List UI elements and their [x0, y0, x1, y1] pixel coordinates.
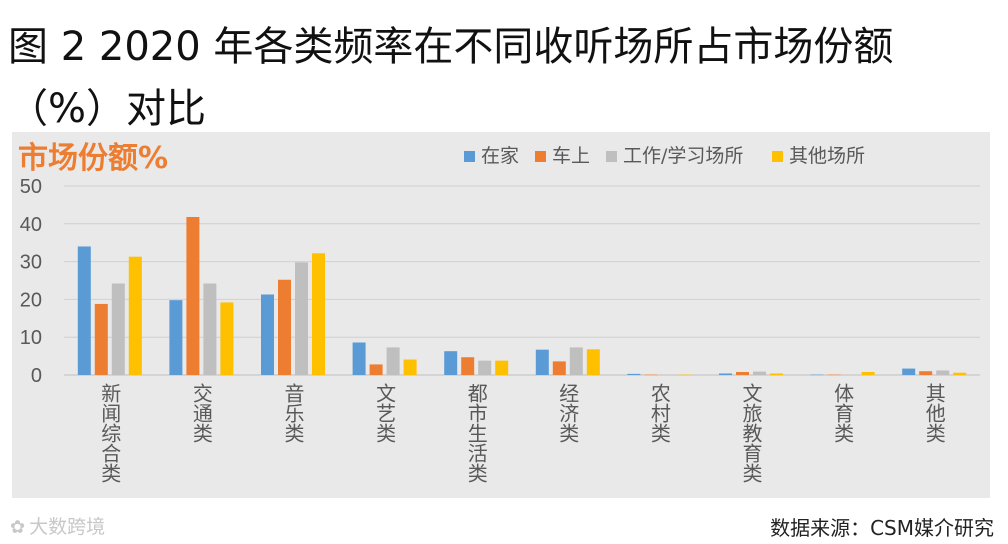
x-tick-label: 文旅教育类 — [739, 383, 763, 483]
bar — [111, 283, 125, 375]
chart-area: 0 10 20 30 40 50 市场份额% 在家 车上 工作/学习场所 其他场所新闻综合类 交通类 音… — [12, 132, 990, 498]
bar — [478, 360, 492, 375]
legend-label: 其他场所 — [789, 145, 865, 167]
x-tick-label: 音乐类 — [281, 383, 305, 443]
y-tick-label: 50 — [20, 176, 42, 198]
y-tick-label: 40 — [20, 214, 42, 236]
bar — [186, 216, 200, 375]
x-tick-label: 都市生活类 — [464, 383, 488, 483]
bar — [753, 371, 766, 375]
watermark: ✿ 大数跨境 — [10, 516, 106, 538]
bar — [461, 357, 475, 375]
bar — [444, 351, 458, 375]
bar — [403, 359, 417, 375]
x-tick-label: 农村类 — [647, 383, 671, 443]
bar — [278, 279, 291, 375]
bar — [169, 300, 183, 375]
bar — [495, 360, 509, 375]
bar — [386, 347, 400, 375]
x-tick-label: 其他类 — [922, 383, 946, 443]
bar — [661, 374, 675, 376]
bar — [128, 256, 142, 375]
bar — [586, 349, 600, 375]
bar — [77, 246, 91, 375]
legend-label: 车上 — [552, 145, 590, 167]
bar — [644, 374, 658, 376]
x-tick-label: 文艺类 — [373, 383, 397, 443]
bar — [369, 364, 383, 375]
watermark-logo-icon: ✿ — [10, 517, 26, 538]
bar — [770, 373, 783, 375]
bar — [535, 349, 549, 375]
x-tick-label: 经济类 — [556, 383, 580, 443]
y-tick-label: 20 — [20, 289, 42, 311]
bar — [261, 294, 274, 375]
bar — [736, 371, 749, 375]
legend-label: 工作/学习场所 — [623, 145, 743, 167]
legend-swatch — [464, 151, 475, 162]
y-tick-label: 0 — [31, 365, 42, 387]
bar — [312, 253, 325, 375]
bar — [352, 342, 366, 375]
y-axis-label: 市场份额% — [18, 141, 168, 176]
legend-swatch — [606, 151, 617, 162]
bar — [203, 283, 217, 375]
bar — [719, 373, 732, 375]
bar — [902, 368, 916, 375]
legend-swatch — [535, 151, 546, 162]
bar — [919, 371, 933, 375]
legend-label: 在家 — [481, 145, 519, 167]
bar — [569, 347, 583, 375]
bar — [552, 361, 566, 375]
source-note: 数据来源：CSM媒介研究 — [770, 516, 994, 540]
bar — [220, 302, 234, 375]
chart-title: 图 2 2020 年各类频率在不同收听场所占市场份额 — [8, 24, 894, 70]
bar — [810, 374, 824, 376]
bar — [844, 374, 858, 376]
legend-swatch — [772, 151, 783, 162]
bar — [678, 374, 692, 376]
bar — [861, 371, 875, 375]
chart-title-unit: （%）对比 — [8, 86, 207, 132]
y-tick-label: 10 — [20, 327, 42, 349]
x-tick-label: 交通类 — [189, 383, 213, 443]
x-tick-label: 新闻综合类 — [98, 383, 122, 483]
bar — [953, 372, 967, 375]
bar — [94, 303, 108, 375]
bar — [827, 374, 841, 376]
bar — [295, 262, 308, 375]
x-tick-label: 体育类 — [831, 383, 855, 443]
bar — [627, 373, 641, 375]
y-tick-label: 30 — [20, 252, 42, 274]
bar — [936, 370, 950, 375]
